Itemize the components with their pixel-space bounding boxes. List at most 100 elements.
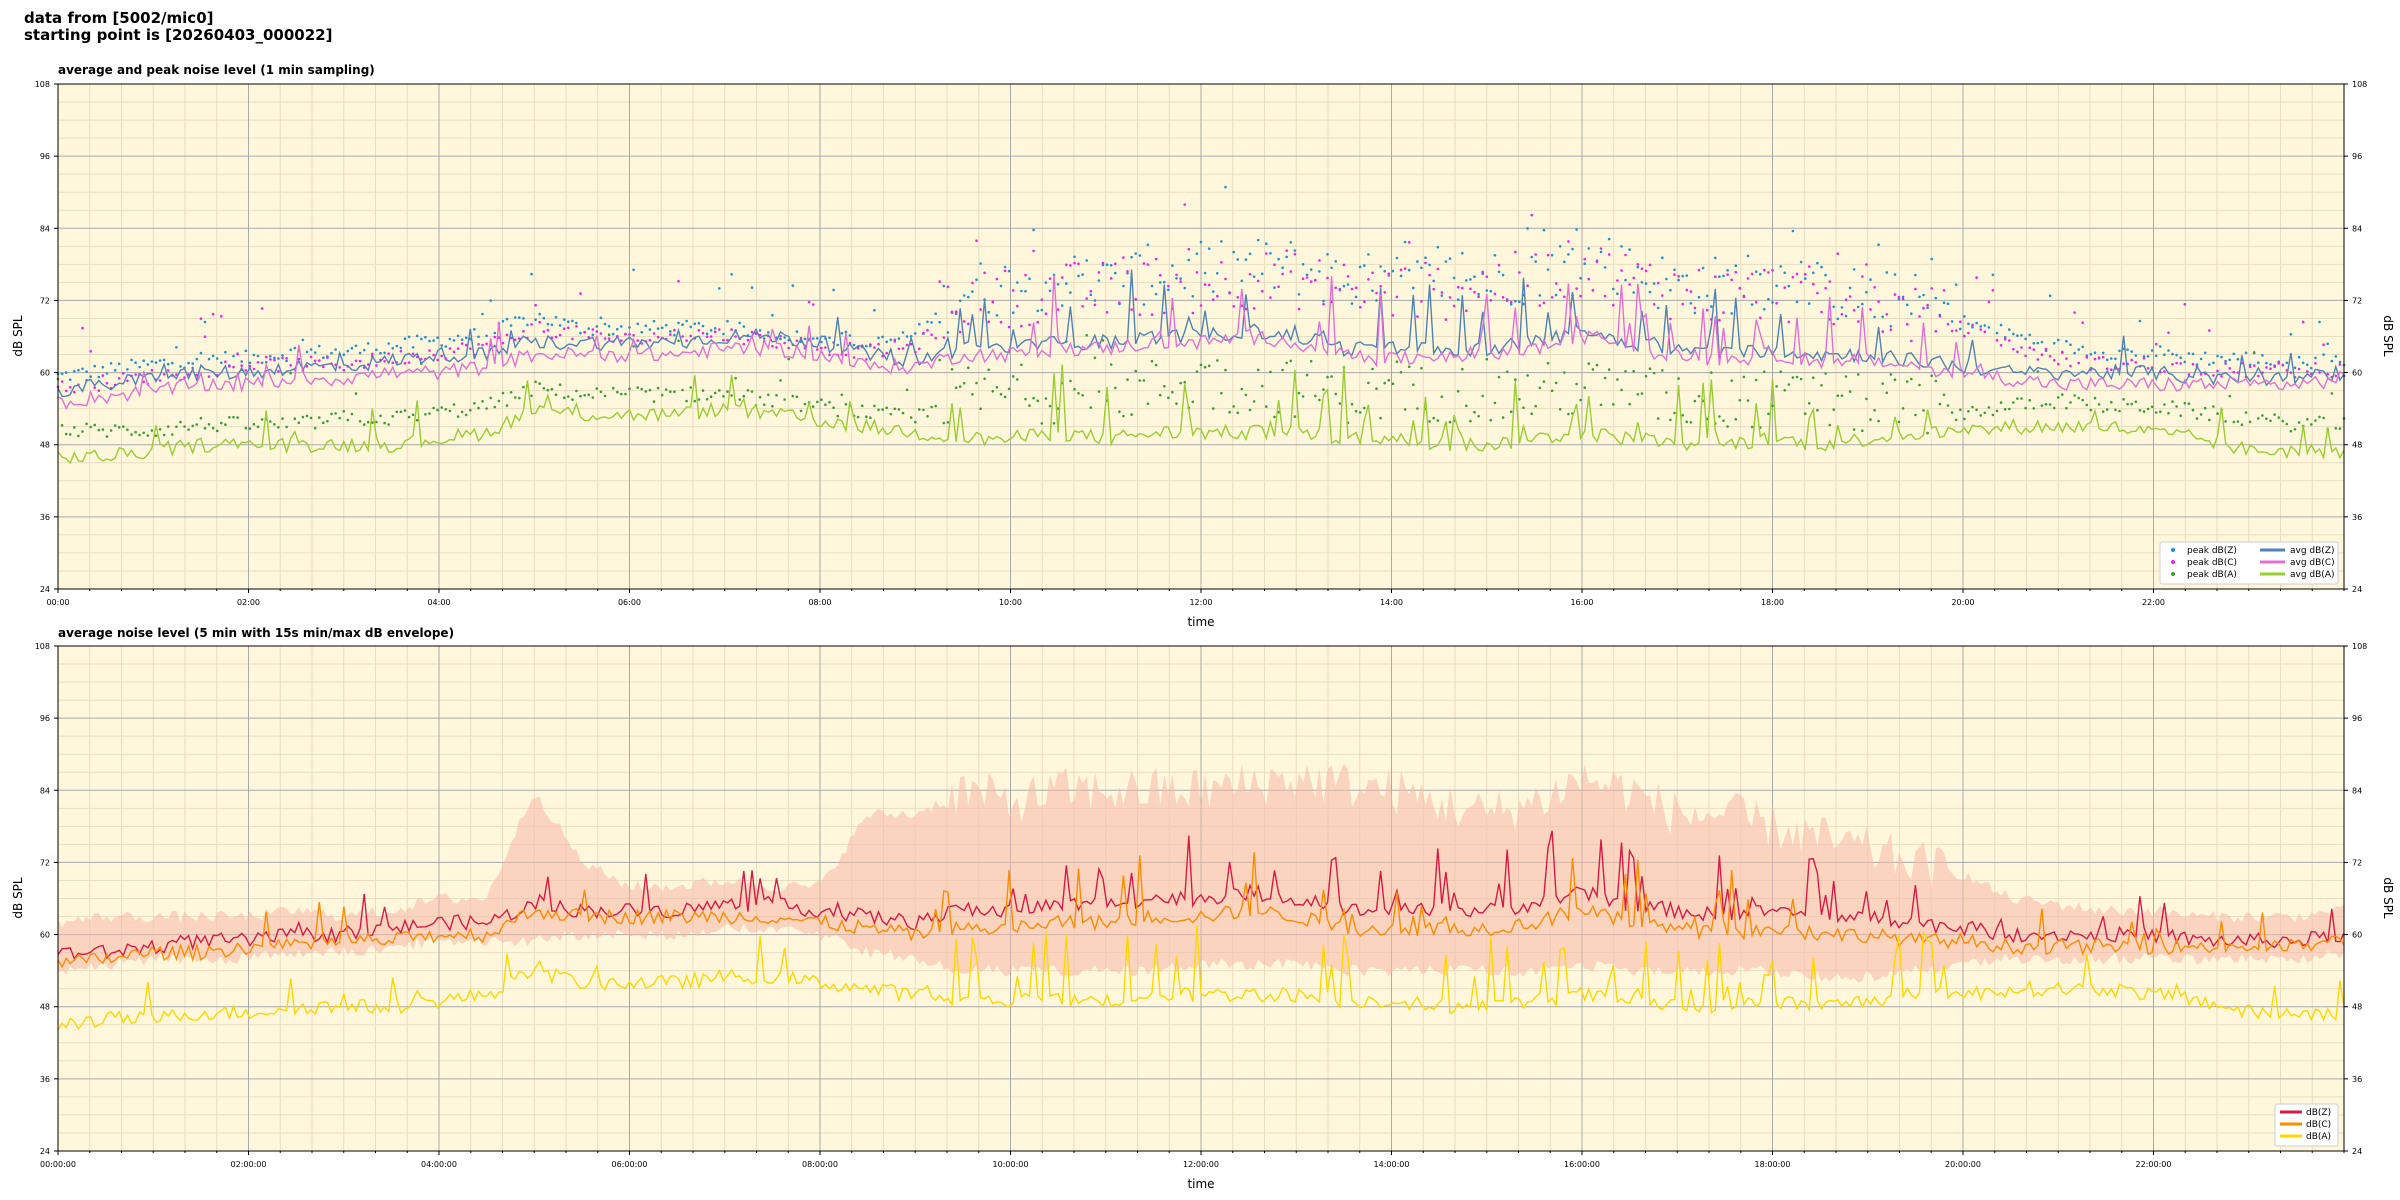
x-tick-label: 02:00 [237,598,260,607]
peak-point [1440,395,1444,399]
peak-point [2228,367,2231,370]
peak-point [158,359,162,362]
peak-point [1665,277,1668,281]
peak-point [2216,354,2219,358]
peak-point [309,416,313,420]
peak-point [285,359,288,363]
peak-point [281,354,284,357]
peak-point [926,415,929,418]
peak-point [1750,425,1754,429]
peak-point [938,358,941,362]
peak-point [1183,380,1186,384]
peak-point [1403,240,1407,244]
peak-point [113,369,117,372]
peak-point [215,429,219,433]
peak-point [816,400,819,404]
peak-point [1620,388,1623,392]
peak-point [1085,297,1088,300]
peak-point [738,321,741,325]
peak-point [1424,261,1427,265]
peak-point [1122,284,1125,288]
peak-point [771,313,774,317]
peak-point [967,366,970,370]
peak-point [77,368,80,372]
series-peak-db-c- [56,203,2346,394]
peak-point [967,295,970,299]
peak-point [2163,403,2166,406]
peak-point [2036,358,2040,361]
peak-point [1616,378,1619,381]
peak-point [1967,322,1970,326]
peak-point [750,286,754,289]
x-tick-label: 14:00 [1380,598,1403,607]
peak-point [1309,268,1313,271]
peak-point [1763,370,1766,374]
peak-point [1199,240,1203,244]
peak-point [1897,297,1901,301]
peak-point [1599,247,1603,250]
peak-point [620,392,623,396]
peak-point [2073,351,2076,355]
peak-point [1285,361,1288,365]
peak-point [411,346,415,349]
peak-point [2252,351,2256,354]
peak-point [1714,275,1717,279]
peak-point [860,404,864,408]
peak-point [64,432,68,436]
peak-point [1877,419,1880,423]
peak-point [1485,289,1489,292]
peak-point [632,268,635,272]
peak-point [64,389,68,393]
peak-point [652,332,656,335]
peak-point [81,367,84,371]
peak-point [2040,404,2044,407]
peak-point [1138,379,1142,382]
peak-point [2236,420,2240,423]
peak-point [1861,429,1864,433]
peak-point [787,346,790,350]
peak-point [1146,243,1150,247]
peak-point [1146,263,1150,266]
peak-point [322,365,325,369]
peak-point [1375,291,1378,295]
peak-point [1150,284,1154,288]
peak-point [1350,287,1354,291]
peak-point [1954,283,1958,287]
peak-point [1163,280,1166,284]
peak-point [85,422,88,426]
peak-point [1032,249,1035,253]
peak-point [1587,362,1591,365]
peak-point [1881,330,1884,333]
series-peak-db-a- [56,333,2346,438]
peak-point [1775,284,1778,288]
peak-point [583,394,586,397]
peak-point [2314,356,2317,360]
peak-point [1383,269,1386,273]
y-tick-label-left: 72 [40,296,50,305]
peak-point [930,321,933,324]
peak-point [1126,378,1129,381]
peak-point [2146,367,2150,370]
peak-point [1946,322,1950,326]
peak-point [1142,379,1146,382]
peak-point [134,373,137,376]
peak-point [1203,365,1207,369]
y-tick-label-left: 60 [40,369,50,378]
peak-point [779,379,782,382]
peak-point [1493,292,1497,296]
peak-point [1848,295,1852,298]
peak-point [1444,318,1448,321]
peak-point [681,388,684,392]
peak-point [1330,375,1333,378]
peak-point [1746,399,1750,402]
peak-point [1183,286,1186,290]
peak-point [485,407,488,410]
peak-point [1167,284,1170,288]
peak-point [1681,302,1684,306]
peak-point [689,386,692,389]
peak-point [2273,413,2276,416]
peak-point [154,434,158,438]
peak-point [1081,273,1084,276]
peak-point [1093,299,1097,302]
peak-point [1097,390,1101,393]
